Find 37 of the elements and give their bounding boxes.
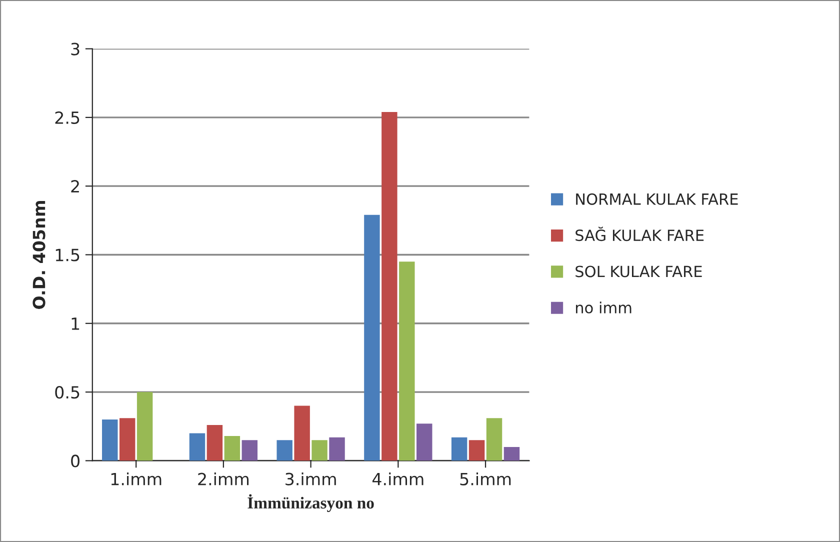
y-tick-label: 1.5 — [56, 248, 80, 262]
bar — [416, 424, 432, 461]
bar — [276, 440, 292, 461]
bar — [136, 392, 153, 461]
y-tick-label: 1 — [72, 318, 80, 330]
bar — [504, 446, 520, 461]
x-tick-label: 5.imm — [460, 472, 511, 486]
bar — [224, 436, 240, 461]
y-tick-label: 0.5 — [55, 386, 80, 399]
legend-label: NORMAL KULAK FARE — [576, 193, 738, 205]
x-tick-label: 4.imm — [372, 472, 424, 486]
bar — [102, 420, 118, 461]
bar — [399, 262, 415, 461]
bar — [364, 214, 380, 461]
y-tick-label: 0 — [71, 454, 80, 468]
y-axis-title: O.D. 405nm — [32, 201, 46, 309]
x-tick-label: 2.imm — [198, 472, 249, 486]
y-tick-label: 3 — [71, 42, 80, 56]
bar — [486, 418, 502, 461]
x-tick-label: 3.imm — [286, 472, 336, 486]
bar — [382, 112, 398, 461]
bar — [294, 406, 310, 461]
y-tick-label: 2.5 — [55, 111, 80, 124]
bar — [119, 418, 136, 461]
bar — [329, 437, 345, 461]
bar — [468, 440, 485, 461]
legend-label: SAĞ KULAK FARE — [576, 226, 704, 242]
bar — [242, 440, 258, 461]
y-tick-label: 2 — [71, 180, 79, 192]
bar — [451, 437, 468, 461]
bar — [312, 440, 328, 461]
x-axis-title: İmmünizasyon no — [248, 494, 374, 512]
bar — [189, 433, 206, 461]
legend-label: SOL KULAK FARE — [576, 266, 702, 278]
x-tick-label: 1.imm — [111, 472, 162, 486]
bar — [206, 425, 223, 461]
legend-label: no imm — [576, 302, 632, 314]
